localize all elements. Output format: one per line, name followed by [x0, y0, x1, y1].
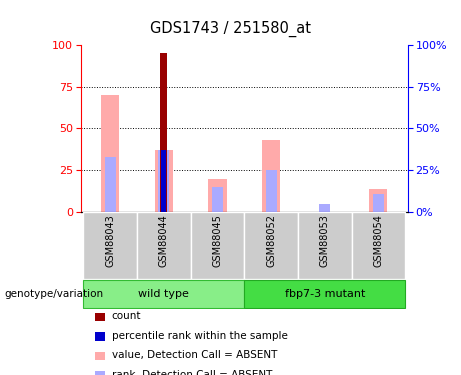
Bar	[244, 280, 405, 308]
Bar	[352, 212, 405, 279]
Bar	[373, 194, 384, 212]
Bar	[208, 178, 226, 212]
Text: GSM88045: GSM88045	[213, 214, 223, 267]
Text: GSM88043: GSM88043	[105, 214, 115, 267]
Bar	[137, 212, 191, 279]
Text: count: count	[112, 311, 141, 321]
Bar	[101, 95, 119, 212]
Bar	[212, 187, 223, 212]
Bar	[155, 150, 173, 212]
Bar	[319, 204, 331, 212]
Bar	[298, 212, 352, 279]
Bar	[191, 212, 244, 279]
Bar	[105, 157, 116, 212]
Text: GSM88044: GSM88044	[159, 214, 169, 267]
Text: fbp7-3 mutant: fbp7-3 mutant	[284, 290, 365, 299]
Bar	[83, 280, 244, 308]
Bar	[83, 212, 137, 279]
Bar	[158, 150, 170, 212]
Bar	[266, 170, 277, 212]
Bar	[262, 140, 280, 212]
Text: wild type: wild type	[138, 290, 189, 299]
Text: rank, Detection Call = ABSENT: rank, Detection Call = ABSENT	[112, 370, 272, 375]
Bar	[369, 189, 388, 212]
Text: GSM88053: GSM88053	[320, 214, 330, 267]
Text: GSM88052: GSM88052	[266, 214, 276, 267]
Text: value, Detection Call = ABSENT: value, Detection Call = ABSENT	[112, 350, 277, 360]
Bar	[160, 53, 167, 212]
Text: GSM88054: GSM88054	[373, 214, 384, 267]
Text: percentile rank within the sample: percentile rank within the sample	[112, 331, 288, 340]
Bar	[244, 212, 298, 279]
Bar	[161, 150, 166, 212]
Text: GDS1743 / 251580_at: GDS1743 / 251580_at	[150, 21, 311, 37]
Text: genotype/variation: genotype/variation	[5, 290, 104, 299]
